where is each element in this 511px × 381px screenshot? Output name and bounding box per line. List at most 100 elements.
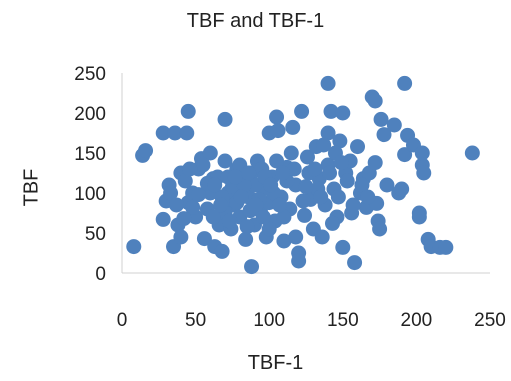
data-point — [163, 185, 179, 201]
chart-title: TBF and TBF-1 — [186, 10, 325, 32]
data-point — [397, 147, 413, 163]
data-point — [155, 211, 171, 227]
x-tick-label: 50 — [185, 310, 206, 331]
data-point — [246, 177, 262, 193]
data-point — [221, 213, 237, 229]
data-point — [276, 209, 292, 225]
data-point — [316, 137, 332, 153]
data-point — [323, 103, 339, 119]
data-point — [298, 179, 314, 195]
x-tick-label: 250 — [474, 310, 506, 331]
data-point — [269, 109, 285, 125]
data-point — [288, 229, 304, 245]
y-tick-label: 250 — [74, 64, 106, 85]
data-point — [272, 197, 288, 213]
data-point — [195, 157, 211, 173]
data-point — [217, 153, 233, 169]
data-point — [416, 165, 432, 181]
data-point — [239, 219, 255, 235]
data-point — [464, 145, 480, 161]
data-point — [233, 189, 249, 205]
data-point — [196, 231, 212, 247]
data-point — [255, 209, 271, 225]
data-point — [177, 173, 193, 189]
y-tick-label: 100 — [74, 184, 106, 205]
data-point — [339, 173, 355, 189]
data-point — [270, 123, 286, 139]
data-point — [320, 125, 336, 141]
data-point — [297, 207, 313, 223]
data-point — [386, 117, 402, 133]
data-point — [333, 155, 349, 171]
data-point — [322, 165, 338, 181]
data-point — [276, 233, 292, 249]
data-point — [397, 75, 413, 91]
data-point — [335, 239, 351, 255]
data-point — [376, 127, 392, 143]
data-point — [269, 153, 285, 169]
data-point — [217, 111, 233, 127]
data-point — [438, 239, 454, 255]
data-point — [332, 133, 348, 149]
data-point — [330, 189, 346, 205]
data-point — [414, 145, 430, 161]
data-point — [180, 103, 196, 119]
data-point — [263, 177, 279, 193]
x-axis-title: TBF-1 — [247, 352, 304, 374]
data-point — [347, 255, 363, 271]
data-point — [373, 111, 389, 127]
data-point — [367, 155, 383, 171]
data-point — [227, 169, 243, 185]
data-point — [313, 189, 329, 205]
data-point — [314, 229, 330, 245]
x-tick-label: 0 — [117, 310, 128, 331]
data-point — [207, 177, 223, 193]
data-point — [202, 145, 218, 161]
x-tick-label: 200 — [401, 310, 433, 331]
data-point — [335, 105, 351, 121]
x-tick-label: 150 — [327, 310, 359, 331]
data-point — [283, 145, 299, 161]
data-point — [176, 211, 192, 227]
data-point — [285, 119, 301, 135]
y-tick-label: 200 — [74, 104, 106, 125]
data-point — [182, 161, 198, 177]
y-tick-label: 50 — [85, 224, 106, 245]
data-point — [241, 165, 257, 181]
data-point — [411, 209, 427, 225]
y-tick-label: 150 — [74, 144, 106, 165]
data-point — [372, 221, 388, 237]
y-tick-label: 0 — [95, 264, 106, 285]
data-point — [244, 259, 260, 275]
data-point — [360, 189, 376, 205]
data-point — [126, 239, 142, 255]
data-point — [205, 209, 221, 225]
data-point — [214, 243, 230, 259]
data-point — [168, 197, 184, 213]
data-point — [299, 149, 315, 165]
data-point — [367, 93, 383, 109]
data-point — [320, 75, 336, 91]
data-point — [238, 231, 254, 247]
data-point — [295, 193, 311, 209]
data-point — [248, 197, 264, 213]
data-point — [354, 177, 370, 193]
data-point — [379, 177, 395, 193]
data-point — [179, 125, 195, 141]
data-point — [307, 161, 323, 177]
data-point — [394, 181, 410, 197]
data-point — [261, 221, 277, 237]
data-point — [138, 143, 154, 159]
data-point — [167, 125, 183, 141]
data-point — [274, 165, 290, 181]
data-point — [191, 187, 207, 203]
data-point — [286, 161, 302, 177]
data-point — [324, 215, 340, 231]
data-point — [213, 197, 229, 213]
data-point — [185, 199, 201, 215]
data-point — [173, 229, 189, 245]
data-point — [294, 103, 310, 119]
data-point — [291, 253, 307, 269]
